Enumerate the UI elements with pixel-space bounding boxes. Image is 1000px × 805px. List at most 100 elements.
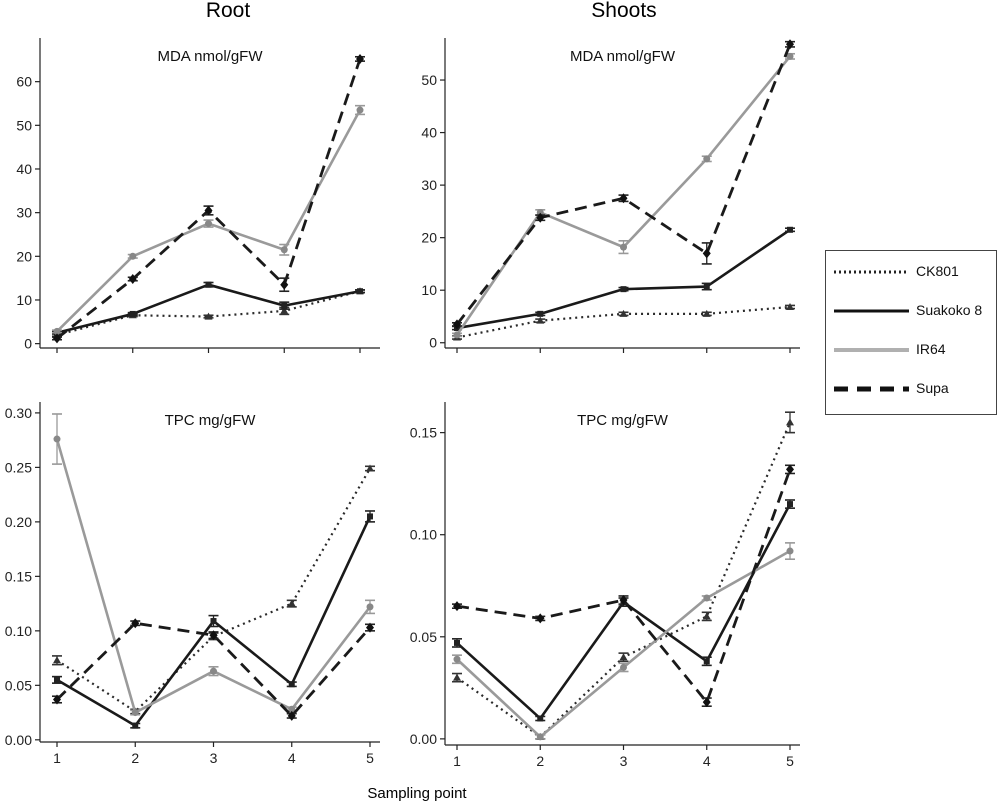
legend-swatch-ck801: [834, 270, 909, 274]
panel-title: TPC mg/gFW: [577, 412, 669, 429]
legend-item-suakoko-8: Suakoko 8: [826, 300, 996, 322]
series-ir64: [452, 542, 795, 741]
series-supa: [452, 464, 795, 708]
chart-panels: 0 10 20 30 40 50 60 MDA nmol/gFW 0 10 20 30 40 50 MDA …: [5, 38, 800, 769]
data-point: [53, 327, 61, 335]
data-point: [367, 513, 373, 520]
data-point: [786, 303, 794, 311]
y-tick-label: 50: [16, 117, 32, 133]
data-point: [786, 52, 794, 60]
data-point: [132, 722, 139, 729]
data-point: [281, 302, 288, 309]
y-tick-label: 40: [421, 125, 437, 141]
data-point: [357, 288, 363, 295]
legend-swatch-ir64: [834, 348, 909, 352]
legend-label: IR64: [916, 341, 946, 357]
panel-title: MDA nmol/gFW: [570, 48, 676, 65]
y-tick-label: 0.15: [410, 425, 437, 441]
series-line-supa: [56, 58, 362, 340]
series-ir64: [52, 413, 375, 717]
x-tick-label: 2: [536, 753, 544, 769]
y-tick-label: 10: [16, 292, 32, 308]
data-point: [131, 709, 139, 717]
legend-label: Suakoko 8: [916, 302, 983, 318]
data-point: [787, 501, 793, 508]
data-point: [287, 710, 296, 721]
data-point: [53, 694, 61, 705]
y-tick-label: 0.25: [5, 459, 32, 475]
data-point: [280, 306, 289, 314]
y-tick-label: 0.05: [410, 629, 437, 645]
x-tick-label: 1: [53, 750, 61, 766]
y-tick-label: 0.00: [410, 731, 437, 747]
data-point: [702, 612, 711, 620]
data-point: [703, 658, 710, 665]
series-supa: [52, 53, 365, 344]
data-point: [702, 697, 711, 708]
series-ir64: [52, 104, 365, 335]
y-tick-label: 0.20: [5, 514, 32, 530]
data-point: [703, 155, 711, 163]
legend-swatch-suakoko-8: [834, 309, 909, 313]
data-point: [131, 618, 140, 629]
series-supa: [52, 618, 375, 721]
data-point: [288, 681, 295, 688]
y-tick-label: 30: [421, 177, 437, 193]
panel-3-shoots: 0.00 0.05 0.10 0.15 1 2 3 4 5 TPC mg/gFW: [410, 402, 800, 769]
data-point: [453, 319, 461, 330]
data-point: [786, 547, 794, 555]
y-tick-label: 10: [421, 282, 437, 298]
y-tick-label: 20: [16, 248, 32, 264]
panel-title: MDA nmol/gFW: [157, 48, 263, 65]
data-point: [280, 246, 288, 254]
data-point: [536, 208, 544, 216]
data-point: [619, 309, 628, 317]
data-point: [536, 212, 545, 223]
data-point: [366, 622, 374, 633]
x-tick-label: 3: [210, 750, 218, 766]
data-point: [453, 601, 461, 612]
data-point: [53, 333, 61, 344]
y-tick-label: 0.10: [5, 623, 32, 639]
panel-title: TPC mg/gFW: [165, 412, 257, 429]
y-tick-label: 0: [24, 336, 32, 352]
data-point: [703, 594, 711, 602]
data-point: [453, 655, 461, 663]
data-point: [787, 226, 793, 233]
data-point: [620, 243, 627, 251]
series-line-suakoko-8: [56, 283, 361, 334]
data-point: [786, 464, 794, 475]
panel-0-root: 0 10 20 30 40 50 60 MDA nmol/gFW: [16, 38, 380, 353]
data-point: [204, 205, 213, 216]
data-point: [537, 310, 544, 317]
column-title-root: Root: [206, 0, 251, 22]
data-point: [287, 599, 296, 607]
y-tick-label: 0: [429, 335, 437, 351]
x-tick-label: 4: [703, 753, 711, 769]
data-point: [536, 733, 544, 741]
data-point: [536, 613, 545, 624]
y-tick-label: 0.30: [5, 405, 32, 421]
data-point: [619, 653, 628, 661]
data-point: [129, 252, 137, 260]
legend-label: CK801: [916, 263, 959, 279]
data-point: [204, 312, 213, 320]
series-supa: [452, 39, 795, 330]
y-tick-label: 0.15: [5, 568, 32, 584]
data-point: [702, 309, 711, 317]
series-suakoko-8: [52, 281, 365, 336]
x-tick-label: 2: [131, 750, 139, 766]
data-point: [702, 248, 711, 259]
x-tick-label: 5: [786, 753, 794, 769]
x-tick-label: 1: [453, 753, 461, 769]
data-point: [620, 663, 627, 671]
data-point: [209, 630, 218, 641]
data-point: [786, 418, 794, 426]
data-point: [537, 715, 544, 722]
y-tick-label: 0.05: [5, 677, 32, 693]
x-tick-label: 4: [288, 750, 296, 766]
panel-2-root: 0.00 0.05 0.10 0.15 0.20 0.25 0.30 1 2 3 4 5 TPC mg/…: [5, 402, 380, 766]
y-tick-label: 0.00: [5, 732, 32, 748]
legend-item-supa: Supa: [826, 378, 996, 400]
series-suakoko-8: [52, 510, 375, 729]
